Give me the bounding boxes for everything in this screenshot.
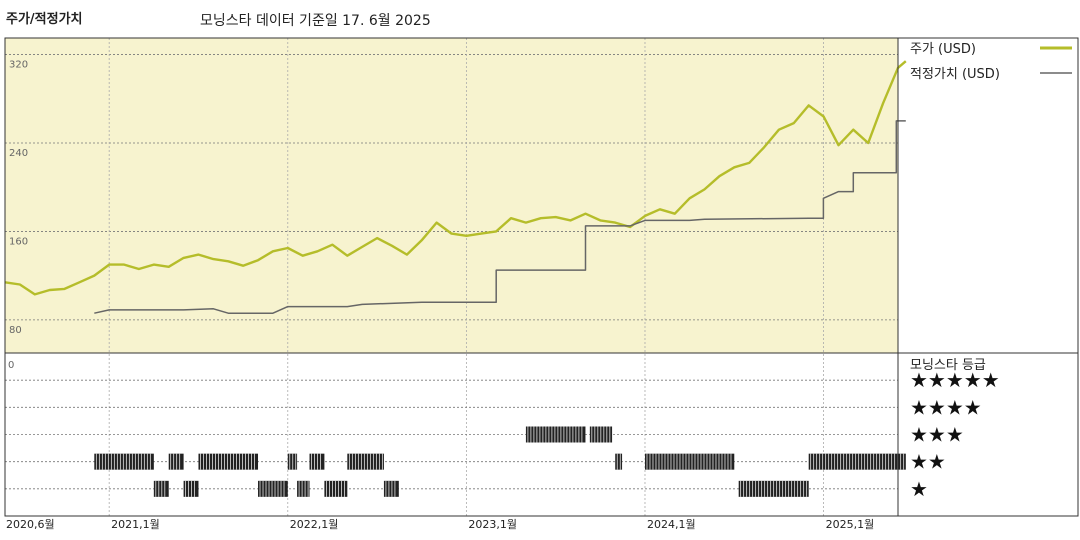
rating-segment [198, 453, 259, 470]
rating-segment [153, 480, 169, 497]
rating-bars [94, 426, 906, 497]
price-line [4, 60, 907, 296]
x-tick-label: 2021,1월 [111, 518, 160, 531]
rating-segment [309, 453, 325, 470]
rating-star-label: ★★★ [910, 423, 964, 447]
rating-segment [287, 453, 298, 470]
rating-segment [525, 426, 586, 443]
rating-segment-bar [644, 453, 735, 470]
rating-y-tick-label: 0 [8, 360, 14, 371]
y-tick-label: 320 [9, 60, 28, 71]
rating-star-label: ★★ [910, 450, 946, 474]
rating-segment-bar [94, 453, 154, 470]
rating-segment [258, 480, 288, 497]
x-tick-label: 2025,1월 [826, 518, 875, 531]
rating-segment [589, 426, 613, 443]
x-tick-label: 2023,1월 [468, 518, 517, 531]
rating-segment-bar [615, 453, 623, 470]
x-tick-label: 2022,1월 [290, 518, 339, 531]
chart-left-title: 주가/적정가치 [6, 12, 83, 27]
rating-segment-bar [525, 426, 586, 443]
rating-legend-title: 모닝스타 등급 [910, 358, 986, 373]
rating-segment [183, 480, 199, 497]
y-tick-label: 160 [9, 236, 28, 247]
x-tick-label: 2024,1월 [647, 518, 696, 531]
legend-fair-value-label: 적정가치 (USD) [910, 67, 1000, 82]
chart-frame [4, 37, 1079, 517]
rating-star-label: ★★★★★ [910, 368, 1000, 392]
rating-segment [808, 453, 906, 470]
y-tick-label: 80 [9, 325, 22, 336]
rating-segment-bar [258, 480, 288, 497]
rating-segment-bar [808, 453, 906, 470]
chart-main-title: 모닝스타 데이터 기준일 17. 6월 2025 [200, 13, 431, 29]
rating-segment [94, 453, 154, 470]
y-tick-label: 240 [9, 148, 28, 159]
series-lines [4, 60, 907, 314]
x-tick-label: 2020,6월 [6, 518, 55, 531]
rating-star-labels: ★★★★★★★★★★★★★★★ [910, 368, 1000, 501]
rating-segment [168, 453, 184, 470]
legend-price-label: 주가 (USD) [910, 42, 976, 57]
rating-segment [383, 480, 399, 497]
rating-segment [324, 480, 348, 497]
rating-segment [644, 453, 735, 470]
rating-segment-bar [324, 480, 348, 497]
y-tick-labels: 80 160 240 320 0 [8, 60, 28, 371]
rating-segment [615, 453, 623, 470]
rating-star-label: ★ [910, 477, 928, 501]
x-tick-labels: 2020,6월 2021,1월 2022,1월 2023,1월 2024,1월 2025,… [6, 518, 874, 531]
fair-value-line [94, 120, 906, 314]
rating-segment [347, 453, 384, 470]
rating-star-label: ★★★★ [910, 395, 982, 419]
rating-segment-bar [347, 453, 384, 470]
rating-segment-bar [198, 453, 259, 470]
rating-segment [738, 480, 809, 497]
rating-segment-bar [287, 453, 298, 470]
rating-segment-bar [297, 480, 310, 497]
price-plot-area [5, 38, 898, 353]
rating-segment [297, 480, 310, 497]
